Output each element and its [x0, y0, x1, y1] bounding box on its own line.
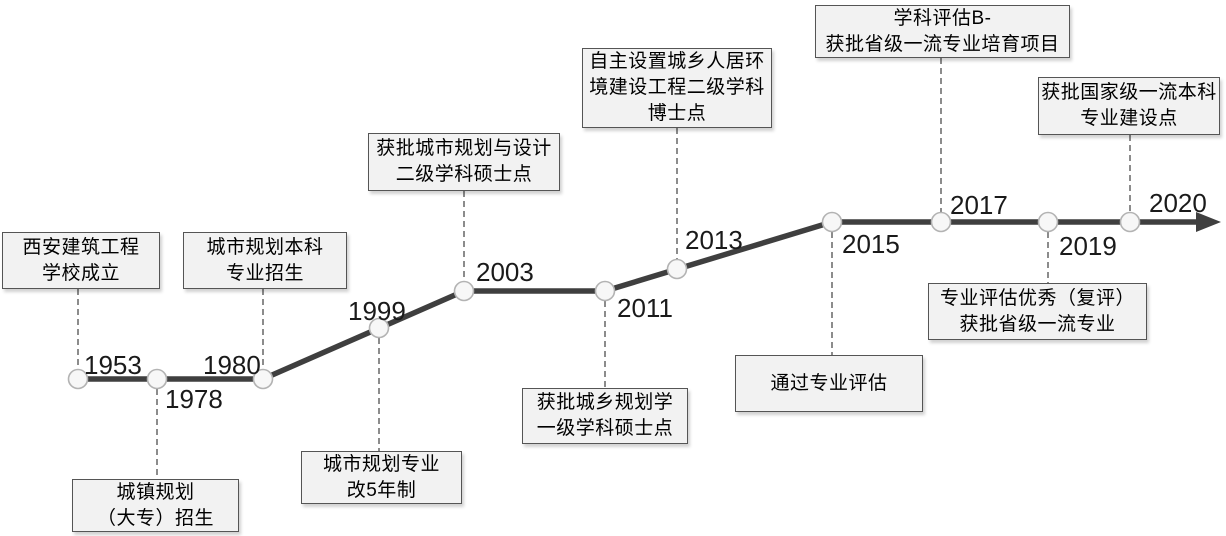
- year-label-2019: 2019: [1059, 231, 1117, 261]
- timeline-node-2019: [1037, 211, 1059, 233]
- timeline-node-2020: [1119, 211, 1141, 233]
- timeline-node-2003: [453, 280, 475, 302]
- event-box-2003: 获批城市规划与设计 二级学科硕士点: [368, 133, 560, 191]
- year-label-2017: 2017: [950, 190, 1008, 220]
- timeline-path: [75, 219, 1203, 382]
- event-box-line: 改5年制: [346, 479, 417, 501]
- timeline-node-2015: [821, 211, 843, 233]
- event-box-2013: 自主设置城乡人居环 境建设工程二级学科 博士点: [582, 48, 772, 128]
- timeline-node-1978: [146, 368, 168, 390]
- event-box-1978: 城镇规划 （大专）招生: [72, 479, 239, 532]
- event-box-line: 二级学科硕士点: [395, 164, 533, 185]
- event-box-line: 博士点: [647, 103, 707, 124]
- timeline-node-1953: [67, 368, 89, 390]
- event-box-line: 获批省级一流专业培育项目: [825, 33, 1060, 55]
- event-box-2015: 通过专业评估: [735, 355, 923, 412]
- timeline-arrow-icon: [1196, 212, 1221, 232]
- year-label-1978: 1978: [165, 384, 223, 414]
- event-box-line: 专业评估优秀（复评）: [939, 287, 1135, 309]
- event-box-line: （大专）招生: [96, 507, 214, 529]
- event-box-1953: 西安建筑工程 学校成立: [2, 232, 160, 289]
- event-box-line: 城镇规划: [116, 481, 195, 503]
- year-label-2015: 2015: [842, 229, 900, 259]
- event-box-2019: 专业评估优秀（复评） 获批省级一流专业: [928, 283, 1147, 340]
- timeline-node-2017: [930, 211, 952, 233]
- year-label-2003: 2003: [476, 257, 534, 287]
- event-box-line: 境建设工程二级学科: [589, 77, 765, 98]
- event-box-line: 专业建设点: [1080, 108, 1178, 129]
- timeline-node-1980: [252, 368, 274, 390]
- event-box-line: 专业招生: [225, 262, 304, 284]
- event-box-line: 自主设置城乡人居环: [589, 51, 765, 72]
- event-box-line: 城市规划专业: [322, 453, 440, 475]
- year-label-2013: 2013: [685, 225, 743, 255]
- timeline-node-1999: [368, 317, 390, 339]
- event-box-2017: 学科评估B- 获批省级一流专业培育项目: [815, 5, 1070, 58]
- event-box-2011: 获批城乡规划学 一级学科硕士点: [522, 388, 688, 444]
- event-box-1980: 城市规划本科 专业招生: [183, 232, 347, 289]
- event-box-line: 通过专业评估: [770, 372, 888, 394]
- year-label-1953: 1953: [84, 350, 142, 380]
- event-box-line: 获批城市规划与设计: [376, 138, 552, 159]
- event-box-line: 城市规划本科: [206, 236, 324, 258]
- timeline-node-2011: [594, 280, 616, 302]
- event-box-1999: 城市规划专业 改5年制: [301, 451, 462, 504]
- year-label-2011: 2011: [617, 293, 673, 323]
- event-box-line: 西安建筑工程: [22, 236, 140, 258]
- event-box-line: 学科评估B-: [893, 7, 992, 29]
- event-box-line: 获批省级一流专业: [959, 313, 1116, 335]
- year-label-1999: 1999: [348, 296, 406, 326]
- event-box-line: 获批国家级一流本科: [1041, 82, 1217, 103]
- event-box-line: 一级学科硕士点: [536, 418, 674, 439]
- year-label-2020: 2020: [1149, 188, 1207, 218]
- timeline-node-2013: [666, 258, 688, 280]
- event-box-line: 学校成立: [41, 262, 120, 284]
- event-box-line: 获批城乡规划学: [536, 392, 674, 413]
- event-box-2020: 获批国家级一流本科 专业建设点: [1038, 77, 1220, 135]
- year-label-1980: 1980: [203, 350, 261, 380]
